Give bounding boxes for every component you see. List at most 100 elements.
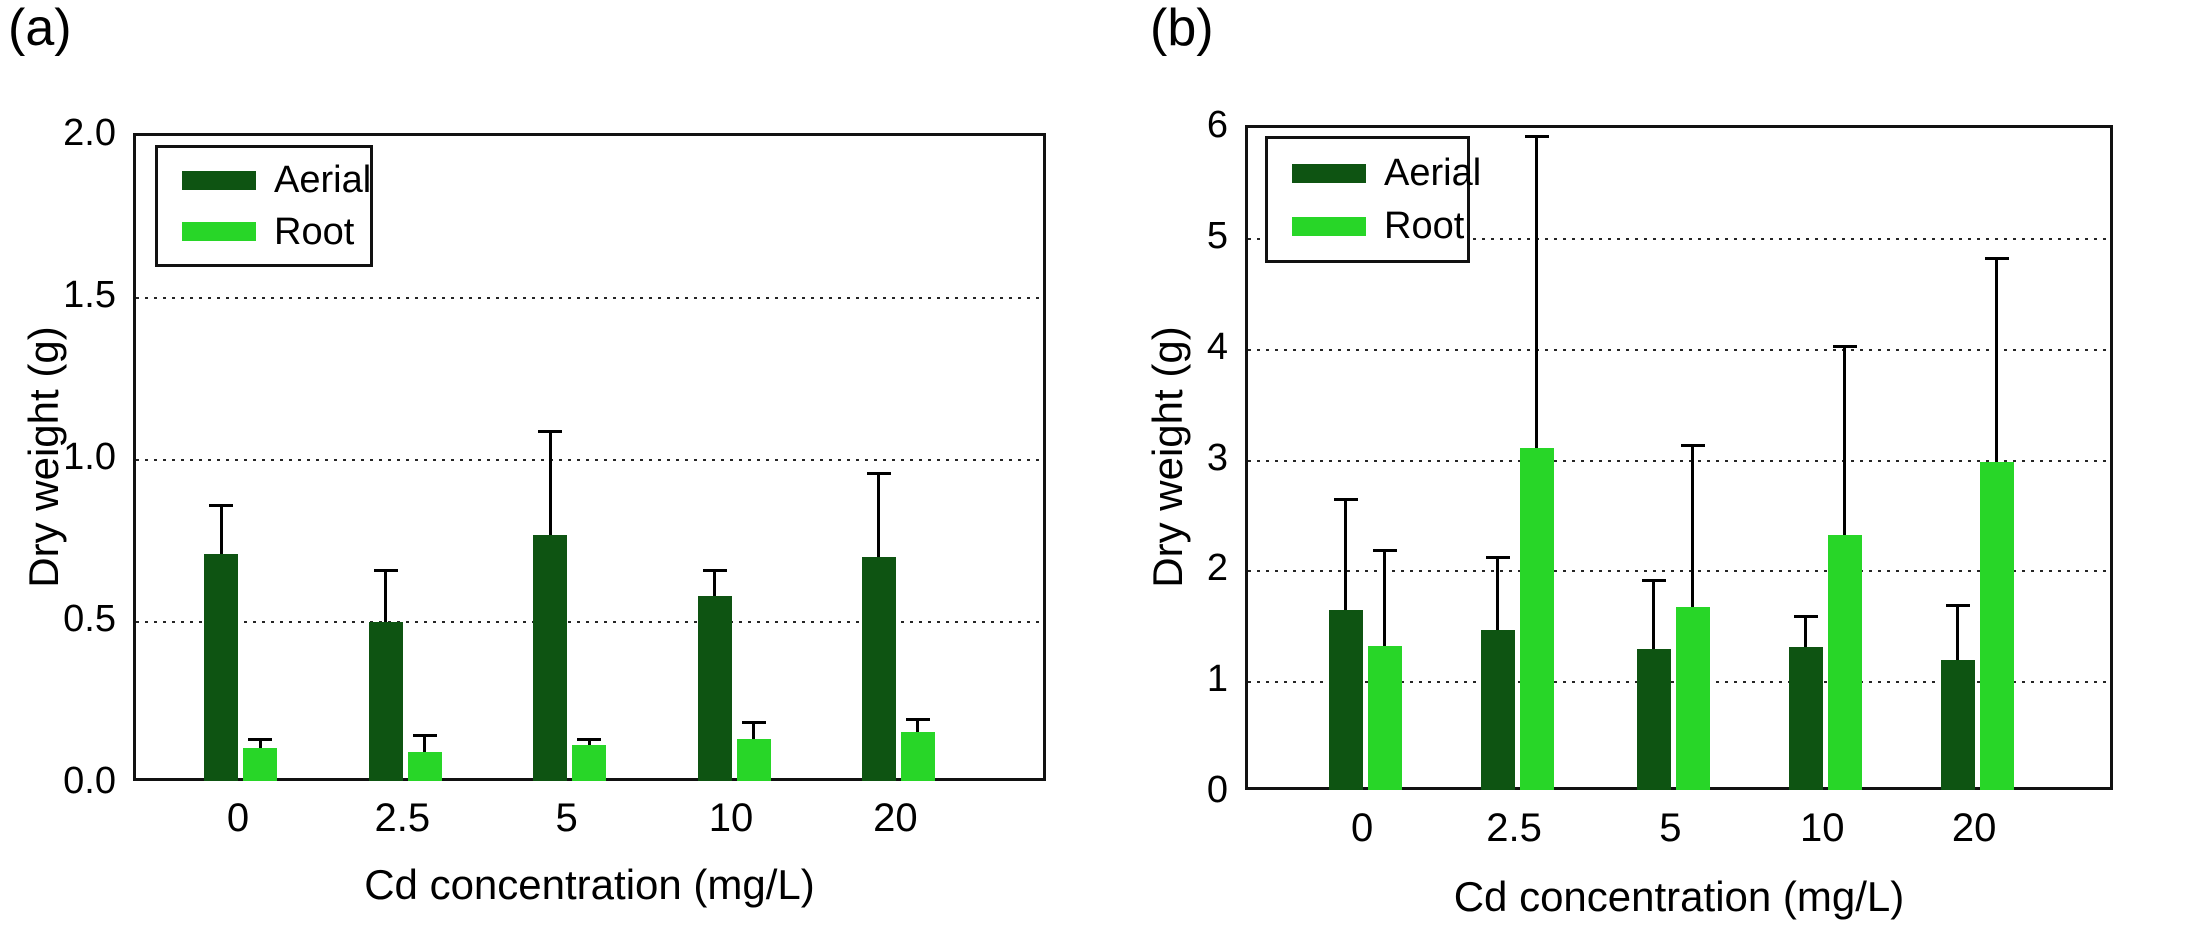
gridline-1.5	[136, 297, 1043, 299]
gridline-0.5	[136, 621, 1043, 623]
error-cap-aerial-20	[866, 471, 891, 475]
bar-aerial-10	[1788, 646, 1823, 790]
y-tick-label-6: 6	[1206, 104, 1228, 146]
y-tick-label-0: 0	[1206, 769, 1228, 811]
error-bar-root-20	[1995, 257, 1999, 462]
bar-aerial-2.5	[368, 622, 403, 781]
x-tick-label-2.5: 2.5	[374, 796, 431, 840]
error-bar-root-20	[916, 719, 920, 733]
plot-area-a: Aerial Root	[133, 133, 1046, 781]
bar-root-5	[1675, 606, 1710, 790]
error-bar-aerial-20	[877, 472, 881, 558]
error-bar-aerial-2.5	[1496, 556, 1500, 631]
error-cap-aerial-5	[538, 429, 563, 433]
bar-root-10	[1827, 534, 1862, 790]
bar-aerial-10	[697, 596, 732, 781]
legend-item-aerial: Aerial	[182, 159, 372, 202]
legend-swatch-aerial-icon	[182, 170, 256, 190]
y-tick-label-5: 5	[1206, 214, 1228, 257]
bar-aerial-5	[533, 534, 568, 781]
y-tick-label-4: 4	[1206, 325, 1228, 368]
error-bar-root-2.5	[1535, 135, 1539, 449]
bar-root-0	[243, 748, 278, 781]
x-tick-label-5: 5	[1659, 806, 1682, 850]
error-cap-aerial-5	[1641, 579, 1666, 583]
x-tick-label-0: 0	[1351, 806, 1374, 850]
bar-root-0	[1367, 645, 1402, 790]
error-bar-root-5	[1691, 444, 1695, 607]
y-tick-label-0.5: 0.5	[63, 598, 116, 640]
bar-aerial-20	[1940, 660, 1975, 790]
error-cap-aerial-2.5	[1485, 555, 1510, 559]
error-cap-root-0	[1372, 549, 1397, 553]
error-cap-aerial-10	[702, 569, 727, 573]
gridline-1.0	[136, 459, 1043, 461]
error-bar-aerial-2.5	[384, 570, 388, 622]
bar-aerial-0	[1328, 610, 1363, 790]
plot-area-b: Aerial Root	[1245, 125, 2113, 790]
legend-label-aerial: Aerial	[274, 159, 372, 202]
bar-aerial-0	[204, 553, 239, 781]
error-cap-aerial-0	[209, 504, 234, 508]
bar-root-2.5	[407, 751, 442, 781]
legend-b: Aerial Root	[1265, 136, 1481, 263]
error-cap-root-10	[1832, 345, 1857, 349]
bar-aerial-5	[1636, 648, 1671, 790]
error-bar-aerial-10	[1804, 615, 1808, 647]
legend-item-root: Root	[1292, 207, 1467, 245]
legend-a: Aerial Root	[155, 145, 373, 267]
gridline-2	[1248, 570, 2110, 573]
x-tick-label-5: 5	[555, 796, 578, 840]
error-cap-aerial-20	[1945, 603, 1970, 607]
error-bar-aerial-0	[219, 505, 223, 554]
error-cap-root-10	[741, 721, 766, 725]
gridline-4	[1248, 348, 2110, 351]
error-cap-aerial-0	[1333, 498, 1358, 502]
y-tick-label-0.0: 0.0	[63, 760, 116, 802]
error-cap-root-5	[1680, 443, 1705, 447]
y-tick-label-2: 2	[1206, 547, 1228, 590]
bar-root-5	[572, 745, 607, 781]
y-tick-label-2.0: 2.0	[63, 112, 116, 154]
y-tick-label-1.0: 1.0	[63, 436, 116, 478]
error-cap-root-0	[248, 737, 273, 741]
error-bar-root-0	[258, 738, 262, 749]
legend-label-aerial: Aerial	[1384, 152, 1482, 194]
legend-swatch-root-icon	[182, 222, 256, 242]
error-bar-aerial-5	[548, 430, 552, 535]
legend-item-root: Root	[182, 213, 370, 251]
y-tick-label-1.5: 1.5	[63, 274, 116, 316]
error-bar-aerial-20	[1956, 604, 1960, 660]
gridline-3	[1248, 459, 2110, 462]
error-cap-aerial-2.5	[373, 569, 398, 573]
error-cap-aerial-10	[1793, 614, 1818, 618]
x-axis-title-b: Cd concentration (mg/L)	[1453, 873, 1905, 920]
panel-label-b: (b)	[1150, 0, 1214, 57]
x-tick-label-10: 10	[708, 796, 754, 840]
x-tick-label-20: 20	[1951, 806, 1997, 850]
error-cap-root-2.5	[412, 734, 437, 738]
error-bar-root-2.5	[423, 735, 427, 752]
error-cap-root-2.5	[1524, 134, 1549, 138]
error-bar-aerial-0	[1344, 499, 1348, 611]
bar-root-20	[1979, 461, 2014, 790]
legend-label-root: Root	[274, 210, 355, 253]
error-bar-root-5	[587, 738, 591, 746]
y-tick-label-3: 3	[1206, 436, 1228, 479]
error-cap-root-20	[905, 718, 930, 722]
x-tick-label-10: 10	[1799, 806, 1845, 850]
legend-label-root: Root	[1384, 205, 1465, 247]
x-tick-label-20: 20	[873, 796, 918, 840]
error-bar-aerial-5	[1652, 580, 1656, 649]
bar-aerial-2.5	[1480, 630, 1515, 790]
bar-root-10	[736, 738, 771, 781]
error-cap-root-20	[1984, 256, 2009, 260]
error-bar-root-10	[1843, 346, 1847, 535]
error-bar-aerial-10	[713, 570, 716, 597]
legend-swatch-aerial-icon	[1292, 163, 1366, 183]
x-tick-label-0: 0	[226, 796, 250, 840]
x-tick-label-2.5: 2.5	[1486, 806, 1542, 850]
legend-swatch-root-icon	[1292, 216, 1366, 236]
bar-aerial-20	[861, 557, 896, 781]
